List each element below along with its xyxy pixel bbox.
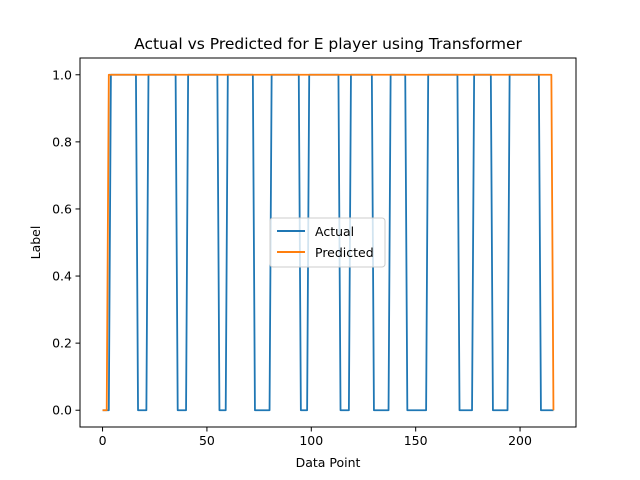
legend-label-actual: Actual bbox=[315, 224, 354, 239]
plot-frame bbox=[79, 57, 577, 428]
legend-label-predicted: Predicted bbox=[315, 245, 374, 260]
y-axis-ticks: 0.0 0.2 0.4 0.6 0.8 1.0 bbox=[52, 67, 80, 418]
x-tick-label: 150 bbox=[404, 433, 428, 448]
x-axis-ticks: 0 50 100 150 200 bbox=[99, 427, 532, 448]
y-tick-label: 1.0 bbox=[52, 67, 72, 82]
x-tick-label: 50 bbox=[199, 433, 215, 448]
x-axis-label: Data Point bbox=[296, 455, 361, 470]
y-tick-label: 0.4 bbox=[52, 269, 72, 284]
x-tick-label: 100 bbox=[299, 433, 323, 448]
series-line-predicted bbox=[102, 73, 555, 412]
y-tick-label: 0.0 bbox=[52, 403, 72, 418]
legend: Actual Predicted bbox=[269, 217, 386, 268]
plot-lines bbox=[102, 73, 555, 412]
y-axis-label: Label bbox=[28, 226, 43, 260]
x-tick-label: 0 bbox=[99, 433, 107, 448]
x-tick-label: 200 bbox=[508, 433, 532, 448]
y-tick-label: 0.8 bbox=[52, 134, 72, 149]
y-tick-label: 0.2 bbox=[52, 336, 72, 351]
y-tick-label: 0.6 bbox=[52, 201, 72, 216]
chart-title: Actual vs Predicted for E player using T… bbox=[134, 35, 522, 53]
